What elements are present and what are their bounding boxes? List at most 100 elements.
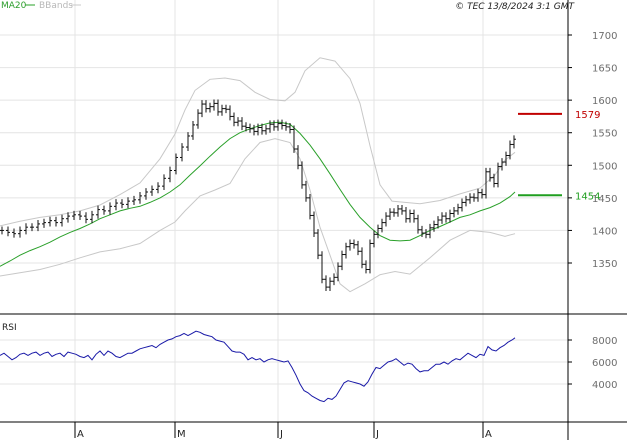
price-bar <box>328 277 332 292</box>
time-tick-label: A <box>77 429 84 440</box>
price-bar <box>396 205 400 217</box>
legend-ma20-label: MA20 <box>1 1 27 11</box>
price-bar <box>376 224 380 239</box>
price-bar <box>84 212 88 224</box>
price-bar <box>360 247 364 269</box>
price-bar <box>428 223 432 239</box>
price-bar <box>300 161 304 189</box>
price-bar <box>0 226 4 235</box>
price-bar <box>180 143 184 162</box>
price-bar <box>204 100 208 113</box>
bollinger-bands <box>0 57 516 293</box>
price-bar <box>460 198 464 212</box>
price-bar <box>288 122 292 134</box>
time-tick-label: M <box>177 429 186 440</box>
price-tick-label: 1400 <box>592 226 617 237</box>
ma20-line <box>0 121 516 267</box>
price-bar <box>404 206 408 223</box>
price-bar <box>132 195 136 206</box>
price-bar <box>212 99 216 111</box>
price-bar <box>504 151 508 166</box>
price-bar <box>324 275 328 292</box>
price-bar <box>468 193 472 204</box>
price-tick-label: 1600 <box>592 96 617 107</box>
bband-path <box>0 57 516 227</box>
price-bar <box>72 210 76 221</box>
price-bar <box>304 180 308 202</box>
price-bar <box>476 188 480 202</box>
price-tick-label: 1550 <box>592 129 617 140</box>
price-bar <box>78 210 82 221</box>
level-label: 1579 <box>575 110 600 121</box>
price-bar <box>186 132 190 151</box>
price-bar <box>264 124 268 135</box>
price-bar <box>138 191 142 204</box>
price-bar <box>114 199 118 211</box>
rsi-tick-label: 6000 <box>592 358 617 369</box>
rsi-tick-label: 8000 <box>592 336 617 347</box>
price-bar <box>42 218 46 228</box>
price-bar <box>400 205 404 215</box>
time-tick-label: J <box>375 429 379 440</box>
price-bar <box>48 216 52 227</box>
price-bar <box>216 99 220 116</box>
price-bar <box>244 122 248 132</box>
price-bar <box>316 229 320 260</box>
price-bar <box>292 125 296 153</box>
chart-credit: © TEC 13/8/2024 3:1 GMT <box>455 2 575 12</box>
price-bar <box>168 166 172 183</box>
level-lines: 1579 1454 <box>518 110 600 202</box>
price-bar <box>448 209 452 223</box>
price-bar <box>120 199 124 209</box>
bband-path <box>0 138 516 293</box>
price-bar <box>412 209 416 223</box>
price-bar <box>224 104 228 114</box>
price-bar <box>512 135 516 149</box>
legend-bbands-label: BBands <box>39 1 73 11</box>
price-bar <box>150 185 154 196</box>
price-bar <box>332 273 336 286</box>
price-bar <box>268 120 272 133</box>
price-bar <box>66 212 70 223</box>
price-bar <box>344 242 348 259</box>
price-bar <box>240 117 244 131</box>
price-bar <box>260 123 264 135</box>
price-tick-label: 1450 <box>592 194 617 205</box>
price-bar <box>220 104 224 116</box>
price-bar <box>480 188 484 199</box>
rsi-tick-label: 4000 <box>592 380 617 391</box>
price-bar <box>312 211 316 237</box>
price-bar <box>200 100 204 118</box>
price-tick-label: 1500 <box>592 161 617 172</box>
price-bar <box>420 225 424 237</box>
price-bar <box>256 123 260 136</box>
price-bar <box>348 239 352 251</box>
price-bar <box>500 158 504 171</box>
price-bar <box>484 167 488 199</box>
price-bar <box>308 193 312 220</box>
ma20-path <box>0 121 516 267</box>
rsi-path <box>0 330 516 403</box>
rsi-y-ticks: 8000 6000 4000 <box>568 336 617 391</box>
price-bar <box>340 250 344 271</box>
price-bar <box>492 173 496 188</box>
price-bar <box>488 167 492 182</box>
price-y-ticks: 1700 1650 1600 1550 1500 1450 1400 1350 <box>568 31 617 270</box>
price-bar <box>508 140 512 160</box>
price-bar <box>388 208 392 221</box>
price-bar <box>452 206 456 218</box>
price-bar <box>380 218 384 233</box>
price-bar <box>444 212 448 223</box>
price-bar <box>392 208 396 217</box>
price-tick-label: 1350 <box>592 259 617 270</box>
price-bar <box>54 216 58 227</box>
price-bar <box>30 223 34 232</box>
price-bar <box>36 220 40 232</box>
price-bar <box>162 174 166 191</box>
price-bar <box>102 205 106 215</box>
price-bar <box>232 112 236 127</box>
price-bar <box>432 220 436 232</box>
price-tick-label: 1650 <box>592 64 617 75</box>
